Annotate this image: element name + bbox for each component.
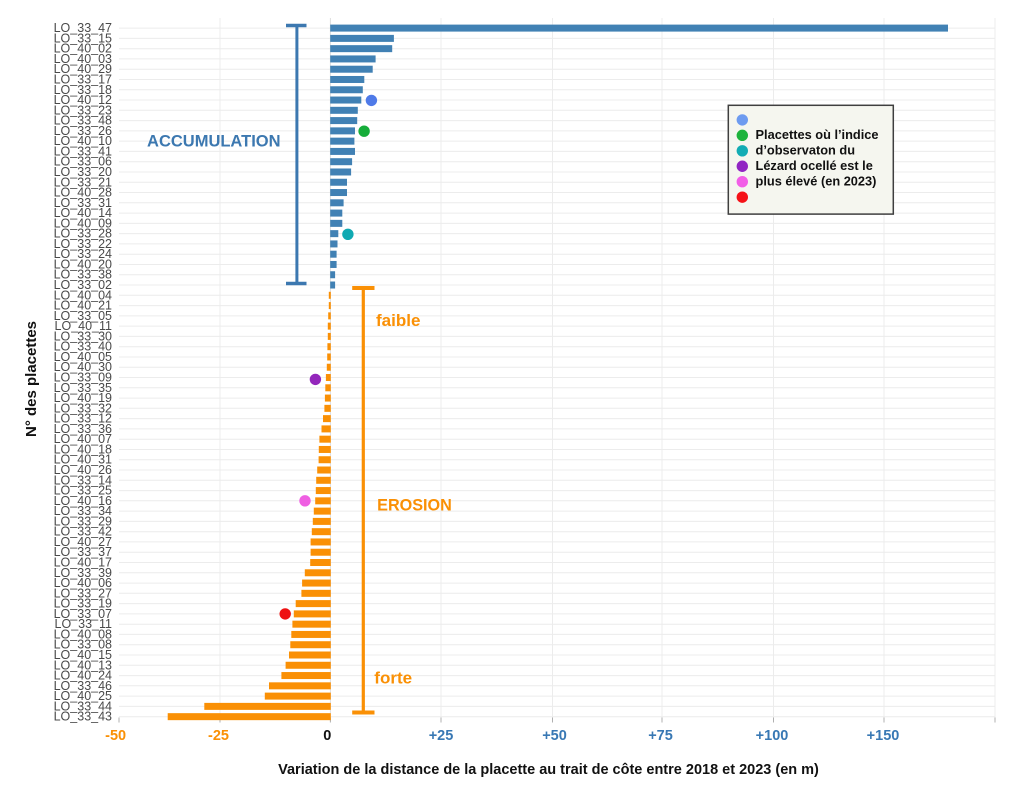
svg-text:N° des placettes: N° des placettes (23, 321, 40, 437)
svg-text:LO_33_46: LO_33_46 (54, 679, 112, 693)
svg-text:LO_40_19: LO_40_19 (54, 391, 112, 405)
svg-text:LO_40_14: LO_40_14 (54, 206, 112, 220)
svg-text:LO_33_37: LO_33_37 (54, 545, 112, 559)
svg-text:LO_33_26: LO_33_26 (54, 124, 112, 138)
svg-text:LO_33_18: LO_33_18 (54, 83, 112, 97)
svg-text:LO_33_32: LO_33_32 (54, 401, 112, 415)
svg-text:LO_33_07: LO_33_07 (54, 607, 112, 621)
svg-text:LO_40_03: LO_40_03 (54, 52, 112, 66)
svg-text:LO_40_02: LO_40_02 (54, 42, 112, 56)
svg-text:LO_33_47: LO_33_47 (54, 21, 112, 35)
svg-text:LO_33_27: LO_33_27 (54, 586, 112, 600)
svg-text:+75: +75 (648, 728, 673, 744)
svg-text:LO_33_25: LO_33_25 (54, 484, 112, 498)
svg-text:LO_33_41: LO_33_41 (54, 144, 112, 158)
svg-text:LO_33_15: LO_33_15 (54, 31, 112, 45)
svg-text:LO_33_08: LO_33_08 (54, 638, 112, 652)
svg-text:+150: +150 (867, 728, 900, 744)
svg-text:LO_40_26: LO_40_26 (54, 463, 112, 477)
svg-text:LO_40_09: LO_40_09 (54, 216, 112, 230)
svg-text:LO_40_05: LO_40_05 (54, 350, 112, 364)
svg-text:LO_40_31: LO_40_31 (54, 453, 112, 467)
svg-text:LO_33_06: LO_33_06 (54, 155, 112, 169)
svg-text:LO_40_20: LO_40_20 (54, 258, 112, 272)
svg-text:0: 0 (323, 728, 331, 744)
svg-text:ACCUMULATION: ACCUMULATION (147, 132, 281, 150)
svg-text:LO_40_24: LO_40_24 (54, 669, 112, 683)
svg-text:faible: faible (376, 311, 420, 330)
svg-text:LO_33_21: LO_33_21 (54, 175, 112, 189)
svg-text:LO_33_31: LO_33_31 (54, 196, 112, 210)
svg-text:LO_33_42: LO_33_42 (54, 525, 112, 539)
svg-text:LO_33_23: LO_33_23 (54, 103, 112, 117)
svg-text:Lézard ocellé est le: Lézard ocellé est le (756, 158, 873, 173)
svg-text:LO_33_34: LO_33_34 (54, 504, 112, 518)
svg-text:Placettes où l’indice: Placettes où l’indice (756, 127, 879, 142)
svg-text:+25: +25 (429, 728, 454, 744)
svg-text:LO_33_30: LO_33_30 (54, 329, 112, 343)
svg-text:LO_33_24: LO_33_24 (54, 247, 112, 261)
svg-text:LO_40_04: LO_40_04 (54, 288, 112, 302)
svg-text:LO_33_22: LO_33_22 (54, 237, 112, 251)
svg-text:LO_33_40: LO_33_40 (54, 340, 112, 354)
svg-text:LO_40_12: LO_40_12 (54, 93, 112, 107)
svg-text:LO_40_30: LO_40_30 (54, 360, 112, 374)
svg-text:LO_40_11: LO_40_11 (55, 319, 113, 333)
svg-text:LO_33_38: LO_33_38 (54, 268, 112, 282)
svg-text:LO_33_36: LO_33_36 (54, 422, 112, 436)
svg-text:LO_33_35: LO_33_35 (54, 381, 112, 395)
svg-text:LO_33_43: LO_33_43 (54, 710, 112, 724)
svg-text:LO_33_44: LO_33_44 (54, 699, 112, 713)
svg-text:LO_40_08: LO_40_08 (54, 627, 112, 641)
svg-text:LO_33_11: LO_33_11 (55, 617, 113, 631)
svg-text:LO_40_16: LO_40_16 (54, 494, 112, 508)
svg-text:LO_33_14: LO_33_14 (54, 473, 112, 487)
svg-text:d’observaton du: d’observaton du (756, 142, 856, 157)
svg-text:LO_40_25: LO_40_25 (54, 689, 112, 703)
svg-text:+100: +100 (756, 728, 789, 744)
svg-text:LO_33_12: LO_33_12 (54, 412, 112, 426)
svg-text:-25: -25 (208, 728, 229, 744)
svg-text:Variation de la distance de la: Variation de la distance de la placette … (278, 762, 819, 778)
svg-text:LO_33_19: LO_33_19 (54, 597, 112, 611)
svg-text:LO_40_13: LO_40_13 (54, 658, 112, 672)
svg-text:LO_40_29: LO_40_29 (54, 62, 112, 76)
svg-text:LO_33_20: LO_33_20 (54, 165, 112, 179)
svg-text:LO_33_09: LO_33_09 (54, 371, 112, 385)
svg-text:LO_33_28: LO_33_28 (54, 227, 112, 241)
svg-text:LO_40_15: LO_40_15 (54, 648, 112, 662)
svg-text:-50: -50 (105, 728, 126, 744)
svg-text:LO_40_18: LO_40_18 (54, 443, 112, 457)
svg-text:plus élevé (en 2023): plus élevé (en 2023) (756, 173, 877, 188)
svg-text:LO_33_48: LO_33_48 (54, 114, 112, 128)
svg-text:LO_33_29: LO_33_29 (54, 514, 112, 528)
svg-text:LO_40_07: LO_40_07 (54, 432, 112, 446)
svg-text:+50: +50 (542, 728, 567, 744)
svg-text:LO_33_05: LO_33_05 (54, 309, 112, 323)
svg-text:LO_40_17: LO_40_17 (54, 556, 112, 570)
svg-text:LO_40_28: LO_40_28 (54, 186, 112, 200)
svg-text:LO_40_06: LO_40_06 (54, 576, 112, 590)
svg-text:LO_40_10: LO_40_10 (54, 134, 112, 148)
svg-text:LO_33_39: LO_33_39 (54, 566, 112, 580)
svg-text:LO_33_02: LO_33_02 (54, 278, 112, 292)
svg-text:LO_40_21: LO_40_21 (54, 299, 112, 313)
svg-text:forte: forte (374, 669, 412, 688)
svg-text:LO_33_17: LO_33_17 (54, 73, 112, 87)
svg-text:LO_40_27: LO_40_27 (54, 535, 112, 549)
svg-text:EROSION: EROSION (377, 497, 452, 515)
